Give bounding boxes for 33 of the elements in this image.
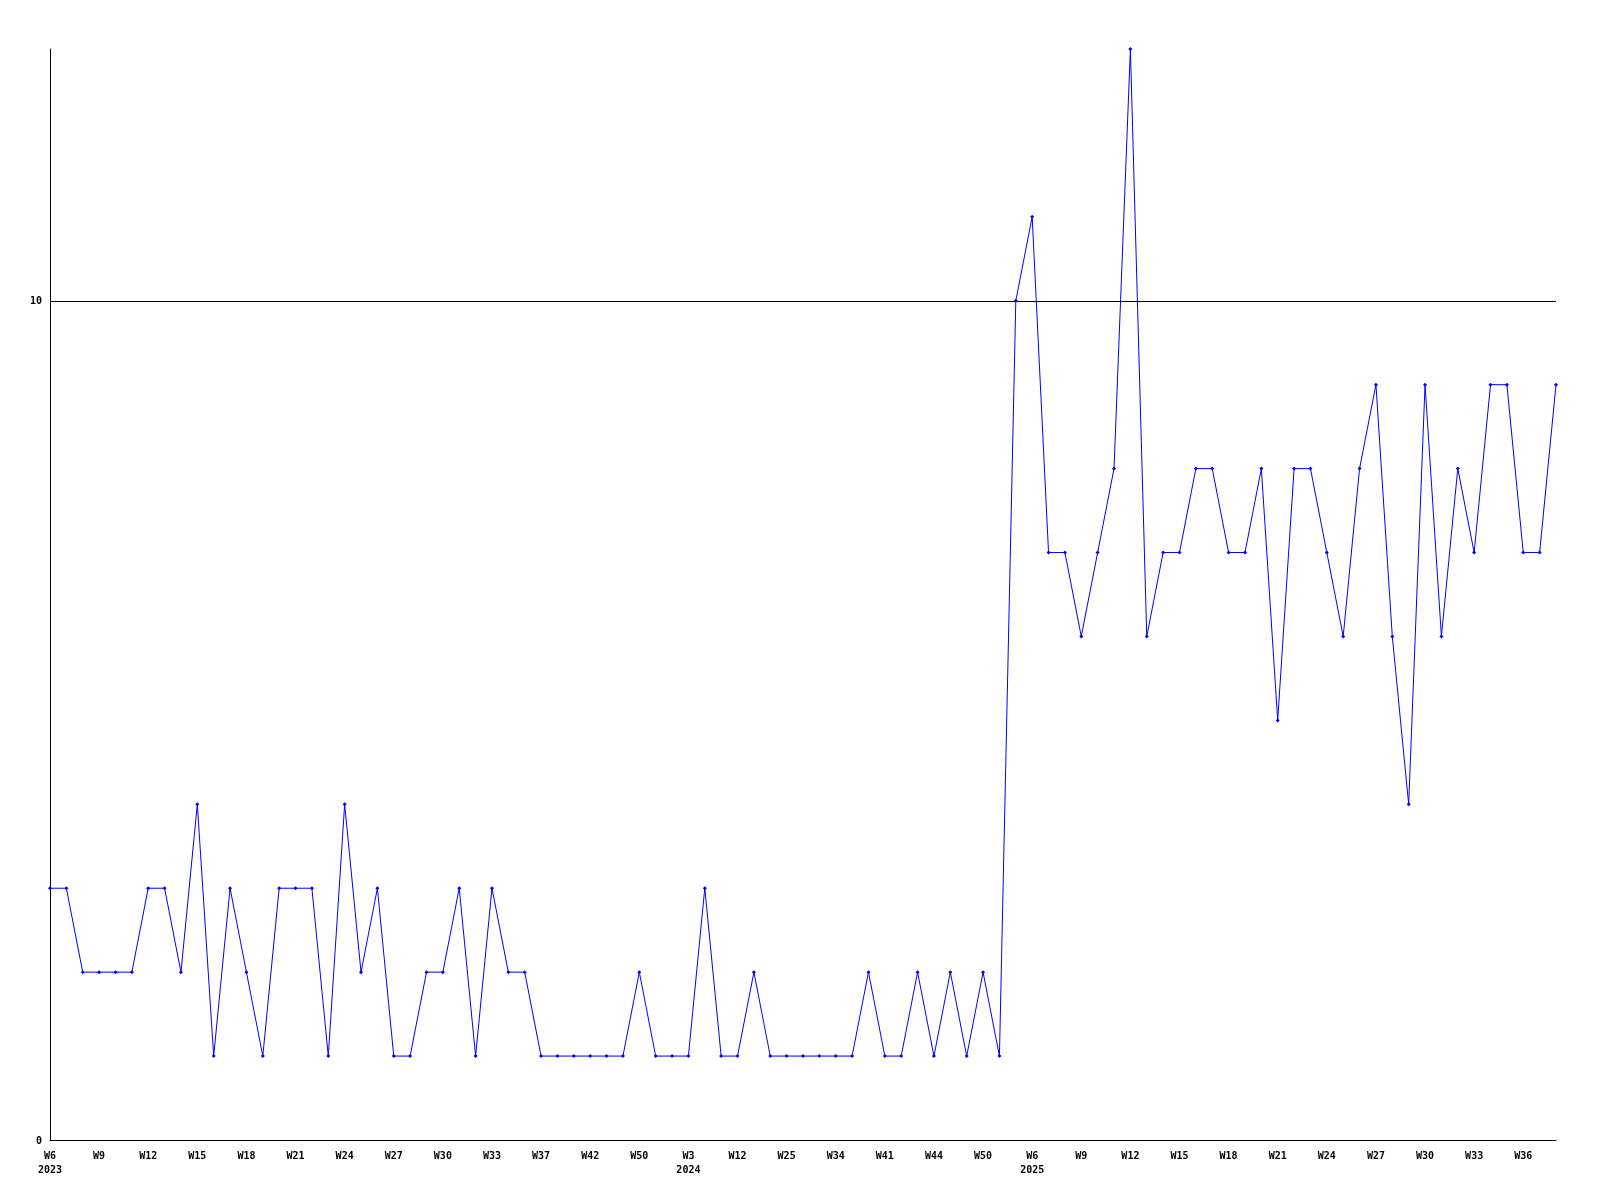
x-tick-label: W12 (139, 1149, 158, 1161)
x-tick-label: W33 (1465, 1149, 1484, 1161)
x-tick-label: W12 (728, 1149, 747, 1161)
y-tick-label: 10 (29, 295, 42, 307)
x-tick-label: W41 (875, 1149, 894, 1161)
x-tick-label: W50 (974, 1149, 993, 1161)
x-tick-label: W25 (777, 1149, 796, 1161)
x-tick-label: W24 (1317, 1149, 1336, 1161)
x-tick-label: W37 (532, 1149, 551, 1161)
x-tick-label: W12 (1121, 1149, 1140, 1161)
x-tick-label: W44 (924, 1149, 943, 1161)
x-tick-label: W27 (1366, 1149, 1385, 1161)
x-tick-label: W18 (237, 1149, 256, 1161)
y-tick-label: 0 (35, 1134, 42, 1146)
x-tick-label: W9 (1075, 1149, 1088, 1161)
x-tick-label: W24 (335, 1149, 354, 1161)
x-tick-label: W27 (384, 1149, 403, 1161)
x-tick-label: W50 (630, 1149, 649, 1161)
x-tick-label: W30 (1416, 1149, 1435, 1161)
x-tick-label: W33 (482, 1149, 502, 1161)
x-tick-label: W15 (188, 1149, 207, 1161)
x-tick-label: W6 2025 (1020, 1149, 1045, 1175)
x-tick-label: W18 (1219, 1149, 1238, 1161)
x-tick-label: W3 2024 (676, 1149, 701, 1175)
x-tick-label: W21 (1268, 1149, 1287, 1161)
x-tick-label: W21 (286, 1149, 305, 1161)
x-tick-label: W30 (433, 1149, 452, 1161)
x-tick-label: W34 (826, 1149, 845, 1161)
x-tick-label: W6 2023 (37, 1149, 63, 1175)
x-tick-label: W9 (93, 1149, 106, 1161)
x-tick-label: W15 (1170, 1149, 1189, 1161)
x-tick-label: W42 (581, 1149, 600, 1161)
x-tick-label: W36 (1514, 1149, 1533, 1161)
